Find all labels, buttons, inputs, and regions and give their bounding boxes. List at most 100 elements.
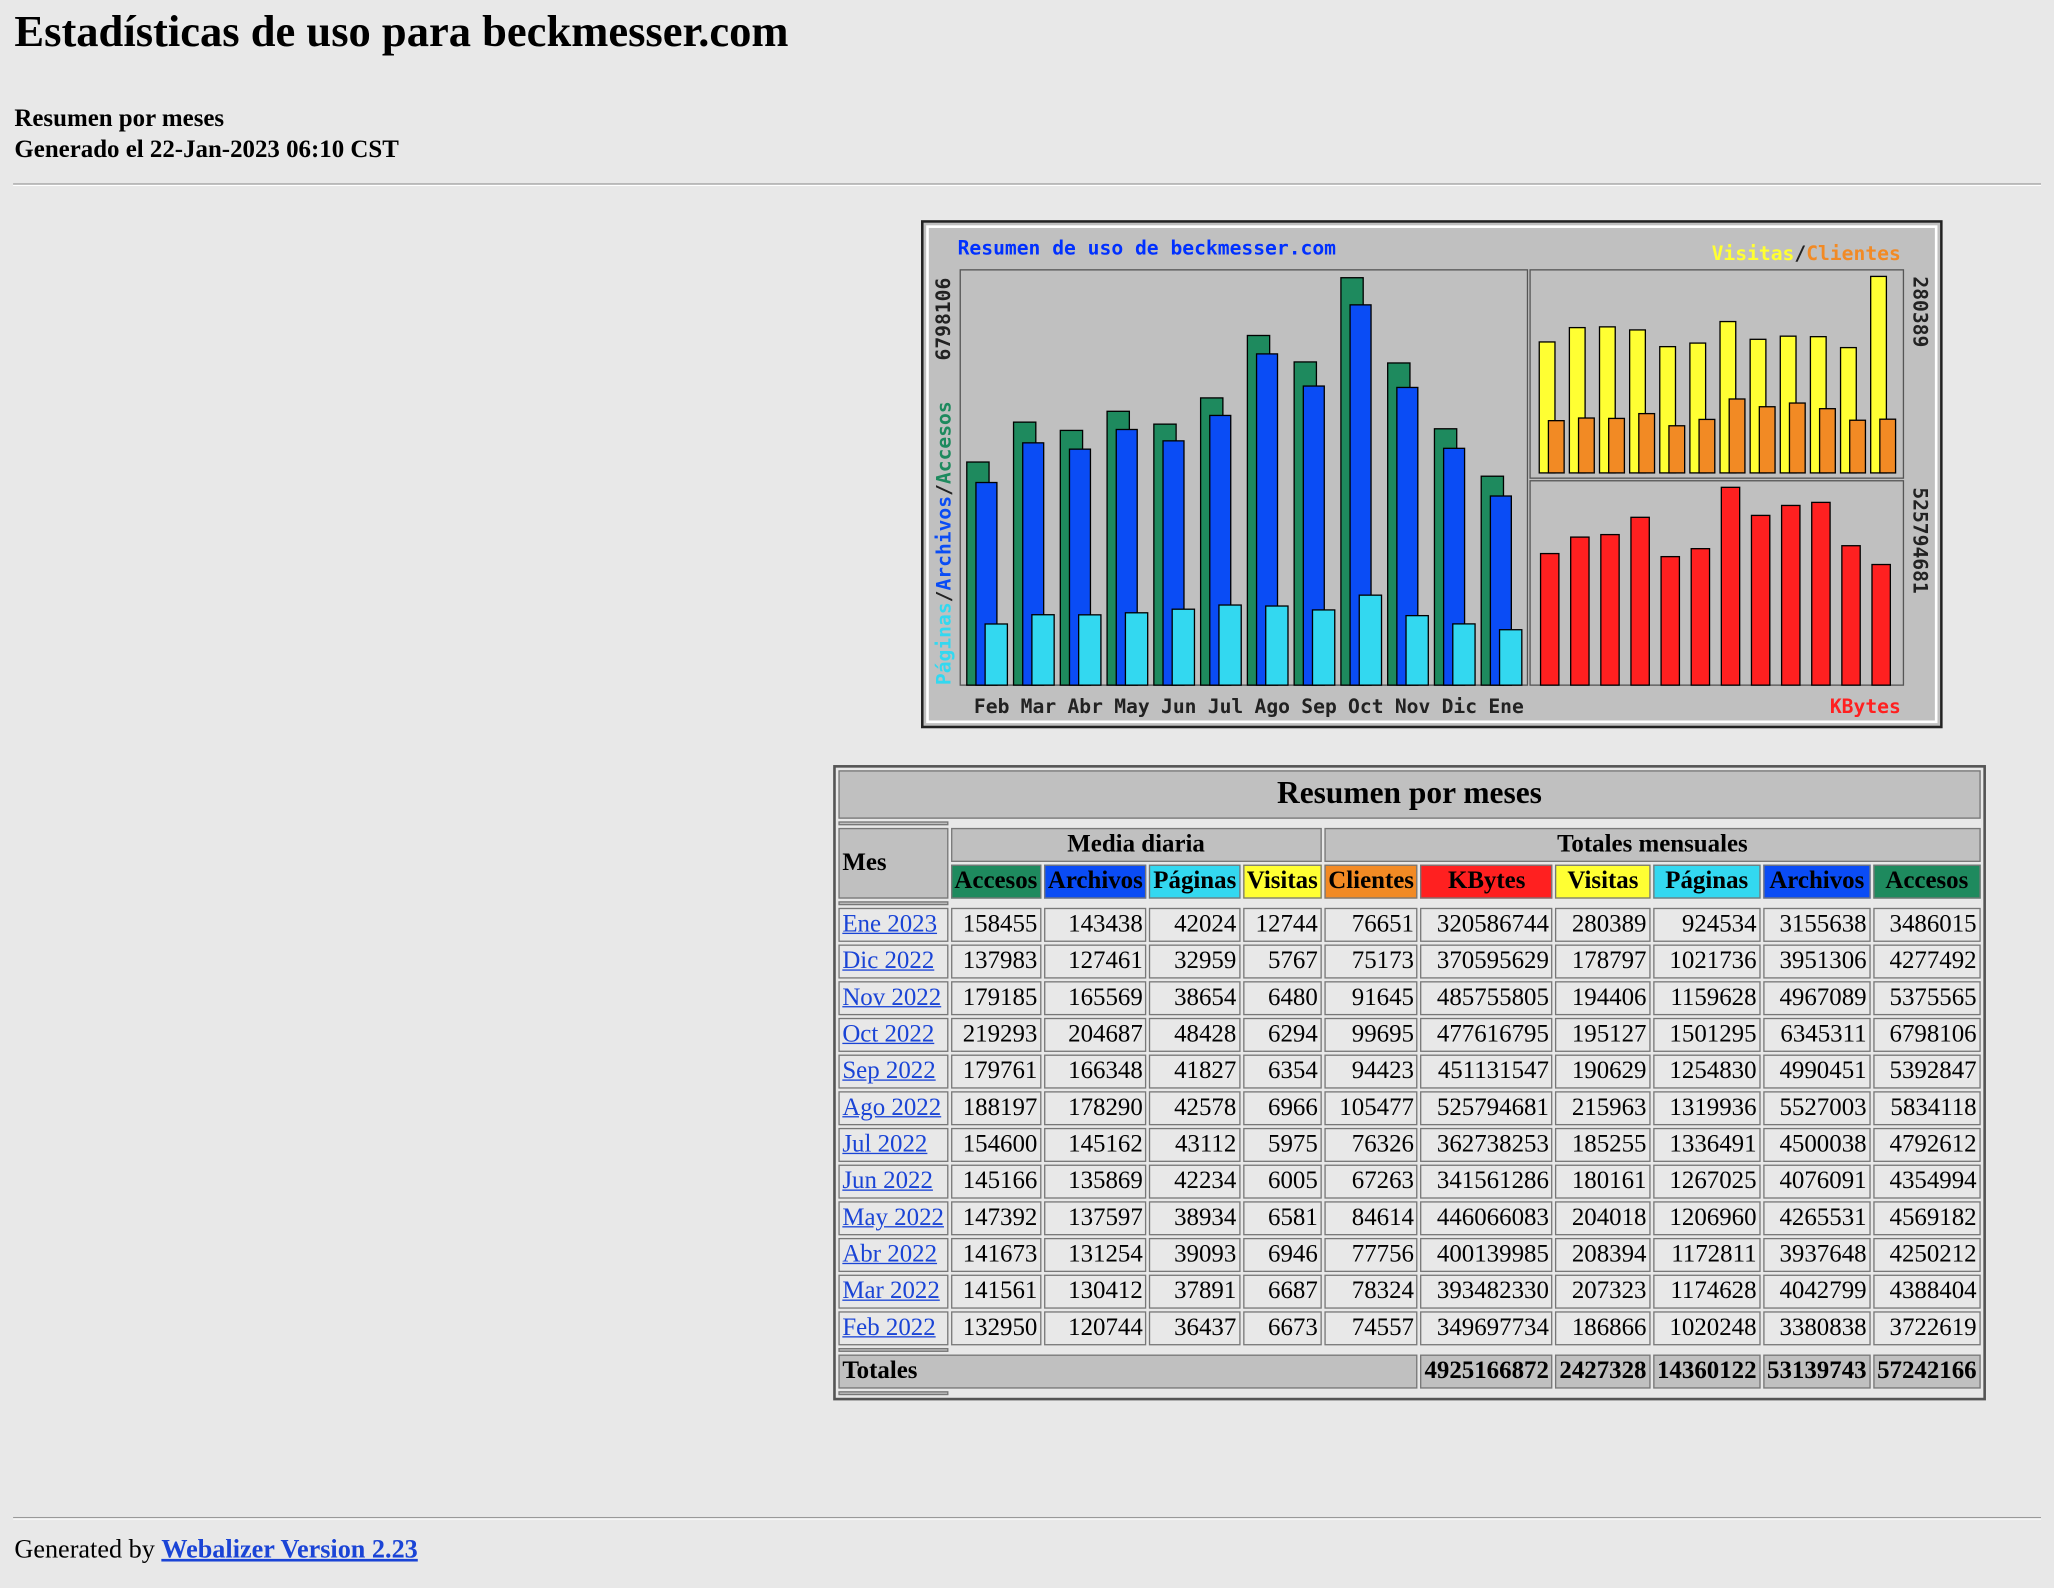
x-tick-label: May bbox=[1114, 695, 1150, 718]
column-header: Accesos bbox=[1873, 864, 1981, 899]
month-link[interactable]: Dic 2022 bbox=[842, 947, 935, 975]
month-link[interactable]: Nov 2022 bbox=[842, 983, 942, 1012]
bar bbox=[1405, 614, 1429, 686]
bar bbox=[1124, 612, 1149, 686]
cell: 525794681 bbox=[1420, 1091, 1553, 1126]
usage-chart: Resumen de uso de beckmesser.com Páginas… bbox=[920, 220, 1943, 729]
month-link[interactable]: Sep 2022 bbox=[842, 1057, 936, 1085]
cell: 180161 bbox=[1555, 1164, 1651, 1199]
cell: 6480 bbox=[1242, 981, 1322, 1016]
spacer-cell bbox=[838, 821, 948, 826]
x-tick-label: Dic bbox=[1442, 695, 1477, 718]
cell: 4500038 bbox=[1763, 1127, 1871, 1162]
spacer-row bbox=[838, 1391, 1980, 1396]
cell: 204687 bbox=[1043, 1017, 1147, 1052]
month-link[interactable]: May 2022 bbox=[842, 1203, 944, 1232]
cell: 37891 bbox=[1149, 1274, 1241, 1309]
cell: 42024 bbox=[1149, 907, 1241, 942]
cell: 6345311 bbox=[1763, 1017, 1871, 1052]
month-row: Mar 2022 141561 130412 37891 6687 78324 393482… bbox=[838, 1274, 1981, 1309]
month-cell: May 2022 bbox=[838, 1201, 948, 1236]
cell: 141673 bbox=[950, 1237, 1042, 1273]
bar bbox=[1638, 412, 1656, 474]
cell: 4354994 bbox=[1873, 1164, 1981, 1199]
column-header-row: Accesos Archivos Páginas Visitas Clientes KBy… bbox=[838, 864, 1981, 899]
bar bbox=[1698, 418, 1716, 474]
bar bbox=[1780, 504, 1801, 686]
month-row: Feb 2022 132950 120744 36437 6673 74557 349697… bbox=[838, 1311, 1981, 1346]
cell: 370595629 bbox=[1420, 944, 1553, 979]
cell: 78324 bbox=[1324, 1274, 1418, 1309]
month-link[interactable]: Oct 2022 bbox=[842, 1020, 935, 1048]
legend-item: KBytes bbox=[1830, 695, 1901, 718]
cell: 1319936 bbox=[1653, 1091, 1761, 1126]
x-tick-label: Oct bbox=[1348, 695, 1383, 718]
summary-table-wrap: Resumen por meses Mes Media diaria Totales … bbox=[833, 765, 1986, 1401]
bar bbox=[1498, 629, 1523, 686]
bar bbox=[1031, 614, 1055, 686]
cell: 84614 bbox=[1324, 1201, 1418, 1236]
cell: 3155638 bbox=[1763, 907, 1871, 942]
cell: 6687 bbox=[1242, 1274, 1322, 1309]
cell: 1206960 bbox=[1653, 1201, 1761, 1236]
cell: 94423 bbox=[1324, 1054, 1418, 1089]
cell: 1020248 bbox=[1653, 1311, 1761, 1346]
cell: 6581 bbox=[1242, 1201, 1322, 1236]
bar bbox=[1452, 623, 1476, 686]
cell: 4388404 bbox=[1873, 1274, 1981, 1309]
cell: 120744 bbox=[1043, 1311, 1147, 1346]
month-row: May 2022 147392 137597 38934 6581 84614 446066… bbox=[838, 1201, 1981, 1236]
cell: 12744 bbox=[1242, 907, 1322, 942]
cell: 145162 bbox=[1043, 1127, 1147, 1162]
cell: 154600 bbox=[950, 1127, 1042, 1162]
bar bbox=[1218, 604, 1242, 686]
bar bbox=[1788, 402, 1806, 474]
cell: 3951306 bbox=[1763, 944, 1871, 979]
cell: 6798106 bbox=[1873, 1017, 1981, 1052]
footer-text: Generated by bbox=[14, 1535, 155, 1565]
month-row: Ene 2023 158455 143438 42024 12744 76651 32058… bbox=[838, 907, 1981, 942]
month-link[interactable]: Jun 2022 bbox=[842, 1167, 933, 1195]
month-link[interactable]: Abr 2022 bbox=[842, 1240, 938, 1269]
month-link[interactable]: Mar 2022 bbox=[842, 1277, 940, 1305]
cell: 5527003 bbox=[1763, 1091, 1871, 1126]
cell: 185255 bbox=[1555, 1127, 1651, 1162]
y-tick-label: 525794681 bbox=[1909, 487, 1932, 593]
month-link[interactable]: Feb 2022 bbox=[842, 1313, 936, 1342]
x-tick-label: Feb bbox=[974, 695, 1009, 718]
cell: 179185 bbox=[950, 981, 1042, 1016]
table-title: Resumen por meses bbox=[838, 770, 1981, 819]
webalizer-link[interactable]: Webalizer Version 2.23 bbox=[161, 1535, 418, 1565]
month-cell: Feb 2022 bbox=[838, 1311, 948, 1346]
month-link[interactable]: Ene 2023 bbox=[842, 910, 938, 938]
cell: 3722619 bbox=[1873, 1311, 1981, 1346]
cell: 91645 bbox=[1324, 981, 1418, 1016]
bar bbox=[1077, 614, 1102, 686]
cell: 145166 bbox=[950, 1164, 1042, 1199]
spacer-cell bbox=[838, 1347, 948, 1352]
cell: 147392 bbox=[950, 1201, 1042, 1236]
month-row: Jul 2022 154600 145162 43112 5975 76326 362738… bbox=[838, 1127, 1981, 1162]
cell: 393482330 bbox=[1420, 1274, 1553, 1309]
cell: 485755805 bbox=[1420, 981, 1553, 1016]
month-link[interactable]: Jul 2022 bbox=[842, 1130, 928, 1159]
bar bbox=[1818, 408, 1836, 474]
cell: 204018 bbox=[1555, 1201, 1651, 1236]
legend-item: Clientes bbox=[1806, 242, 1901, 265]
month-cell: Oct 2022 bbox=[838, 1017, 948, 1052]
cell: 190629 bbox=[1555, 1054, 1651, 1089]
cell: 76651 bbox=[1324, 907, 1418, 942]
month-link[interactable]: Ago 2022 bbox=[842, 1093, 942, 1122]
total-cell: 14360122 bbox=[1653, 1354, 1761, 1389]
x-tick-label: Ene bbox=[1488, 695, 1524, 718]
bar bbox=[1547, 420, 1565, 474]
cell: 4265531 bbox=[1763, 1201, 1871, 1236]
month-row: Oct 2022 219293 204687 48428 6294 99695 477616… bbox=[838, 1017, 1981, 1052]
bar bbox=[1539, 552, 1560, 686]
legend-separator: / bbox=[1794, 242, 1806, 265]
bar bbox=[1758, 406, 1776, 474]
cell: 1159628 bbox=[1653, 981, 1761, 1016]
x-tick-label: Jul bbox=[1208, 695, 1243, 718]
cell: 76326 bbox=[1324, 1127, 1418, 1162]
